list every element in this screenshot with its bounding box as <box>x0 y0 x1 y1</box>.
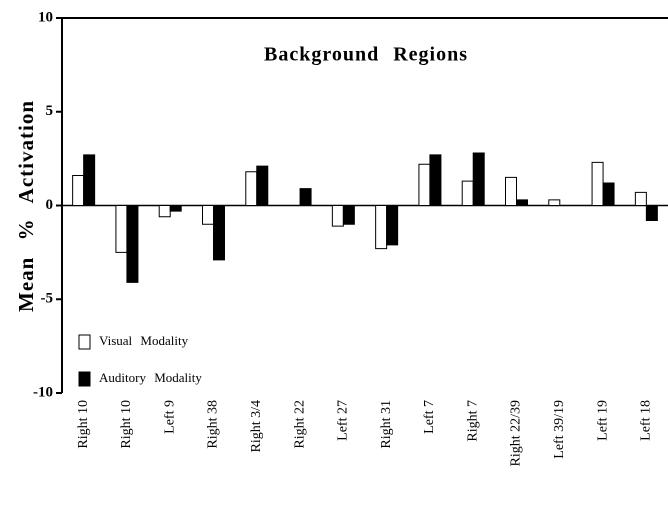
bar <box>72 175 85 206</box>
legend-swatch <box>78 334 91 350</box>
chart-title: Background Regions <box>264 44 468 66</box>
x-tick-label: Right 3/4 <box>249 400 264 453</box>
bar <box>115 205 128 253</box>
bar <box>245 171 258 206</box>
bar <box>602 182 615 206</box>
bar <box>461 180 474 206</box>
bar <box>591 161 604 206</box>
y-tick-label: -10 <box>33 384 53 400</box>
x-tick-label: Left 27 <box>336 400 351 441</box>
bar <box>213 205 225 261</box>
y-tick-label: 10 <box>38 9 53 25</box>
x-tick-label: Left 7 <box>422 400 437 434</box>
x-tick-label: Right 10 <box>76 400 91 449</box>
bar <box>158 205 171 218</box>
bar <box>169 205 182 212</box>
bar <box>342 205 355 225</box>
x-tick-label: Left 18 <box>639 400 654 441</box>
x-tick-label: Right 7 <box>465 400 480 442</box>
y-tick-label: 5 <box>46 103 54 119</box>
bar <box>645 205 658 221</box>
bar <box>126 205 139 283</box>
legend-label: Auditory Modality <box>99 370 202 385</box>
bar <box>83 154 96 206</box>
bar <box>634 191 647 206</box>
bar <box>418 163 431 206</box>
bar <box>548 199 561 206</box>
legend-swatch <box>78 371 91 387</box>
x-tick-label: Right 38 <box>206 400 221 449</box>
bar <box>256 165 269 206</box>
bar <box>375 205 388 250</box>
y-axis-label: Mean % Activation <box>14 100 38 312</box>
bar <box>516 199 528 206</box>
x-tick-label: Left 39/19 <box>552 400 567 459</box>
y-tick-label: -5 <box>41 291 54 307</box>
bar <box>331 205 344 227</box>
y-tick-label: 0 <box>46 197 54 213</box>
bar <box>429 154 442 206</box>
x-tick-label: Left 9 <box>162 400 177 434</box>
bar <box>299 188 312 206</box>
bar <box>505 176 517 206</box>
bar <box>202 205 214 225</box>
legend-label: Visual Modality <box>99 333 189 348</box>
x-tick-label: Right 31 <box>379 400 394 449</box>
x-tick-label: Left 19 <box>595 400 610 441</box>
x-tick-label: Right 10 <box>119 400 134 449</box>
bar <box>386 205 399 246</box>
x-tick-label: Right 22 <box>292 400 307 449</box>
bar <box>472 152 485 206</box>
x-tick-label: Right 22/39 <box>509 400 524 467</box>
